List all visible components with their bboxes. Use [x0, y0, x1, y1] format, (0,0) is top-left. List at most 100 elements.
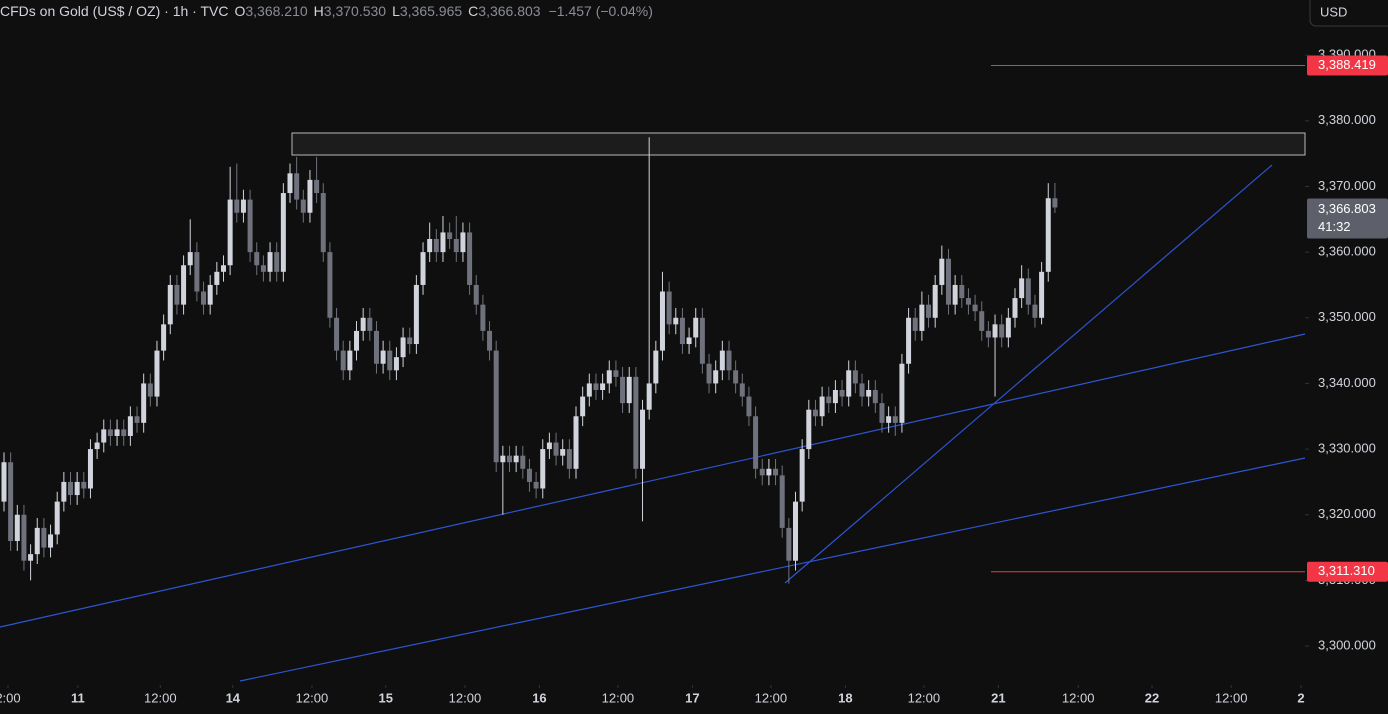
candle-body: [846, 370, 852, 397]
y-tick-label: 3,360.000: [1318, 244, 1376, 259]
candle-body: [101, 429, 107, 443]
candle-body: [1032, 304, 1038, 318]
currency-label[interactable]: USD: [1320, 4, 1347, 19]
candle-body: [87, 449, 93, 489]
candle-body: [427, 238, 433, 253]
candle-body: [68, 481, 74, 496]
candle-body: [906, 317, 912, 364]
candle-body: [413, 284, 419, 345]
candle-body: [154, 350, 160, 397]
y-tick-label: 3,330.000: [1318, 441, 1376, 456]
candle-body: [393, 357, 399, 371]
candle-body: [600, 383, 606, 391]
candle-body: [41, 527, 47, 548]
candle-body: [726, 350, 732, 371]
x-tick-label: 15: [379, 690, 393, 705]
x-tick-label: 12:00: [908, 690, 941, 705]
candle-body: [500, 455, 506, 463]
currency-button[interactable]: [1309, 0, 1388, 27]
candle-body: [294, 173, 300, 200]
candle-body: [327, 252, 333, 318]
candle-body: [453, 238, 459, 253]
candle-body: [919, 304, 925, 331]
y-tick-label: 3,350.000: [1318, 309, 1376, 324]
candle-body: [107, 429, 113, 436]
candle-body: [433, 238, 439, 253]
candle-body: [812, 409, 818, 417]
candle-body: [620, 376, 626, 404]
level-label: 3,388.419: [1318, 57, 1376, 72]
trendline: [0, 333, 1306, 628]
x-tick-label: 2: [1297, 690, 1304, 705]
candle-body: [274, 252, 280, 272]
candle-body: [1052, 198, 1058, 208]
candle-body: [733, 370, 739, 384]
y-tick-label: 3,340.000: [1318, 375, 1376, 390]
candle-body: [952, 284, 958, 305]
candle-body: [753, 416, 759, 469]
change: −1.457 (−0.04%): [549, 3, 653, 19]
y-tick-label: 3,300.000: [1318, 638, 1376, 653]
candle-body: [420, 252, 426, 285]
candle-body: [320, 193, 326, 253]
candle-body: [194, 252, 200, 292]
candle-body: [440, 232, 446, 253]
ohlc-key: H: [314, 3, 324, 19]
candle-body: [766, 468, 772, 476]
symbol-title: CFDs on Gold (US$ / OZ) · 1h · TVC: [0, 3, 228, 19]
candle-body: [912, 317, 918, 331]
candle-body: [546, 442, 552, 450]
supply-zone: [291, 132, 1306, 156]
candle-body: [227, 199, 233, 266]
candle-body: [773, 468, 779, 476]
candle-body: [61, 481, 67, 502]
candle-body: [367, 317, 373, 331]
y-tick-label: 3,380.000: [1318, 112, 1376, 127]
ohlc-value: 3,365.965: [400, 3, 462, 19]
candle-body: [892, 416, 898, 423]
candle-body: [533, 481, 539, 489]
candle-body: [985, 330, 991, 338]
last-price-box: [1307, 198, 1388, 239]
candle-body: [360, 317, 366, 331]
candle-body: [1, 462, 7, 502]
countdown: 41:32: [1318, 219, 1351, 234]
candle-body: [965, 298, 971, 305]
candle-body: [14, 514, 20, 542]
ohlc-value: 3,366.803: [478, 3, 540, 19]
candle-body: [646, 383, 652, 410]
last-price-label: 3,366.803: [1318, 201, 1376, 216]
candle-body: [54, 501, 60, 535]
candle-body: [653, 350, 659, 384]
candle-body: [626, 376, 632, 404]
candle-body: [127, 416, 133, 436]
candle-body: [666, 291, 672, 325]
candle-body: [114, 429, 120, 436]
x-tick-label: 12:00: [449, 690, 482, 705]
candle-body: [786, 527, 792, 561]
header: CFDs on Gold (US$ / OZ) · 1h · TVC O3,368…: [0, 3, 653, 19]
candle-body: [8, 462, 14, 542]
candle-body: [859, 383, 865, 397]
x-tick-label: 12:00: [1062, 690, 1095, 705]
candle-body: [141, 383, 147, 423]
candle-body: [553, 442, 559, 456]
x-tick-label: 12:00: [296, 690, 329, 705]
candle-body: [939, 258, 945, 285]
candle-body: [566, 449, 572, 469]
candle-body: [74, 481, 80, 496]
x-tick-label: 12:00: [1215, 690, 1248, 705]
candle-body: [686, 337, 692, 345]
candle-body: [959, 284, 965, 299]
candle-body: [380, 350, 386, 364]
candle-body: [214, 271, 220, 285]
candle-body: [201, 291, 207, 305]
candle-body: [167, 284, 173, 325]
candle-body: [673, 317, 679, 325]
candle-body: [992, 324, 998, 338]
y-tick-label: 3,320.000: [1318, 506, 1376, 521]
candle-body: [21, 514, 27, 561]
candle-body: [799, 449, 805, 502]
candle-body: [487, 330, 493, 351]
candle-body: [340, 350, 346, 371]
